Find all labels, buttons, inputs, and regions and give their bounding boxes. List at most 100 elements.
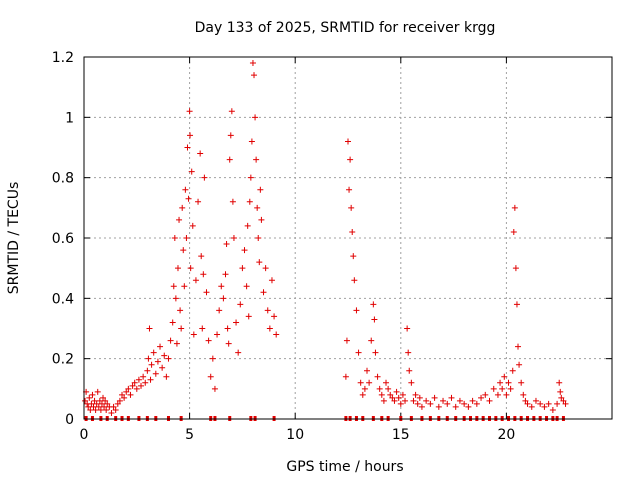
data-point — [235, 349, 242, 356]
data-point — [89, 391, 96, 398]
data-point — [172, 295, 179, 302]
data-point — [244, 222, 251, 229]
x-tick-label: 0 — [80, 427, 89, 443]
data-point — [246, 198, 253, 205]
data-point — [444, 400, 451, 407]
data-point — [353, 307, 360, 314]
data-point — [214, 331, 221, 338]
data-point — [410, 397, 417, 404]
data-point — [364, 367, 371, 374]
data-point — [104, 400, 111, 407]
data-point — [92, 406, 99, 413]
data-point — [112, 406, 119, 413]
data-point — [140, 373, 147, 380]
plot-frame — [83, 56, 613, 420]
data-point — [366, 379, 373, 386]
data-point — [490, 385, 497, 392]
data-point — [101, 403, 108, 410]
data-point — [473, 400, 480, 407]
data-point — [186, 108, 193, 115]
data-point — [114, 400, 121, 407]
data-point — [229, 198, 236, 205]
data-point — [195, 198, 202, 205]
data-point — [187, 132, 194, 139]
data-point — [524, 400, 531, 407]
data-point — [452, 403, 459, 410]
data-point — [478, 394, 485, 401]
data-point — [131, 379, 138, 386]
x-tick-label: 15 — [392, 427, 410, 443]
data-point — [228, 108, 235, 115]
data-point — [486, 397, 493, 404]
data-point — [510, 228, 517, 235]
data-point — [378, 391, 385, 398]
data-point — [397, 400, 404, 407]
data-point — [465, 403, 472, 410]
data-point — [387, 391, 394, 398]
data-point — [185, 195, 192, 202]
data-point — [177, 307, 184, 314]
chart-title: Day 133 of 2025, SRMTID for receiver krg… — [195, 20, 496, 36]
data-point — [216, 307, 223, 314]
data-point — [225, 340, 232, 347]
data-point — [416, 394, 423, 401]
data-point — [393, 388, 400, 395]
data-point — [224, 325, 231, 332]
data-point — [516, 361, 523, 368]
data-point — [368, 337, 375, 344]
data-point — [223, 241, 230, 248]
data-point — [562, 400, 569, 407]
data-point — [554, 400, 561, 407]
data-point — [260, 289, 267, 296]
data-point — [385, 385, 392, 392]
data-point — [418, 403, 425, 410]
data-point — [343, 337, 350, 344]
data-point — [245, 313, 252, 320]
data-point — [121, 394, 128, 401]
data-point — [182, 186, 189, 193]
data-point — [251, 72, 258, 79]
data-point — [96, 397, 103, 404]
data-point — [359, 391, 366, 398]
data-point — [86, 394, 93, 401]
data-point — [94, 388, 101, 395]
data-point — [402, 397, 409, 404]
data-point — [230, 235, 237, 241]
data-point — [189, 222, 196, 229]
data-point — [389, 394, 396, 401]
data-point — [110, 403, 117, 410]
data-point — [165, 355, 172, 362]
data-point — [144, 367, 151, 374]
x-tick-label: 20 — [497, 427, 515, 443]
data-point — [183, 235, 190, 241]
data-point — [179, 204, 186, 211]
data-point — [262, 265, 269, 272]
data-point — [501, 373, 508, 380]
data-point — [395, 394, 402, 401]
data-point — [200, 271, 207, 278]
data-point — [520, 391, 527, 398]
data-point — [347, 156, 354, 163]
data-point — [494, 391, 501, 398]
data-point — [199, 325, 206, 332]
data-point — [518, 379, 525, 386]
data-point — [412, 391, 419, 398]
y-tick-label: 0 — [65, 412, 74, 428]
data-point — [220, 295, 227, 302]
data-point — [497, 379, 504, 386]
data-point — [372, 349, 379, 356]
data-point — [190, 331, 197, 338]
data-point — [88, 400, 95, 407]
data-point — [456, 397, 463, 404]
data-point — [116, 397, 123, 404]
data-point — [152, 370, 159, 377]
data-point — [211, 385, 218, 392]
y-tick-label: 0.4 — [52, 291, 74, 307]
data-point — [253, 156, 260, 163]
data-point — [350, 253, 357, 260]
data-point — [560, 397, 567, 404]
data-point — [226, 156, 233, 163]
data-point — [545, 400, 552, 407]
data-point — [150, 349, 157, 356]
